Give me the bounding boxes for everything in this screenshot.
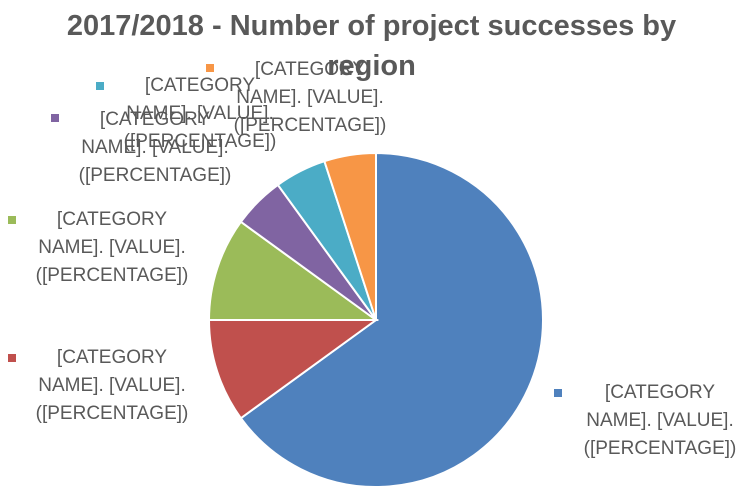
label-marker <box>554 389 562 397</box>
label-marker <box>96 82 104 90</box>
label-marker <box>8 354 16 362</box>
data-label-line: [CATEGORY <box>100 109 210 130</box>
data-label-line: NAME]. [VALUE]. <box>38 375 185 396</box>
data-label: [CATEGORY NAME]. [VALUE]. ([PERCENTAGE]) <box>124 75 277 152</box>
data-label-line: [CATEGORY <box>255 59 365 80</box>
data-label-line: [CATEGORY <box>605 382 715 403</box>
pie-slice <box>207 319 380 420</box>
pie-slice <box>207 220 380 321</box>
data-label-line: [CATEGORY <box>57 209 167 230</box>
data-label: [CATEGORY NAME]. [VALUE]. ([PERCENTAGE]) <box>234 59 387 136</box>
data-label-line: NAME]. [VALUE]. <box>81 137 228 158</box>
data-label: [CATEGORY NAME]. [VALUE]. ([PERCENTAGE]) <box>79 109 232 186</box>
data-label-line: ([PERCENTAGE]) <box>234 115 387 136</box>
label-marker <box>51 114 59 122</box>
pie-slice <box>323 151 377 321</box>
data-label-line: NAME]. [VALUE]. <box>38 237 185 258</box>
data-label-line: ([PERCENTAGE]) <box>36 403 189 424</box>
data-label-line: ([PERCENTAGE]) <box>584 438 737 459</box>
data-label-line: [CATEGORY <box>145 75 255 96</box>
pie-slice <box>239 151 544 487</box>
data-label-line: [CATEGORY <box>57 347 167 368</box>
data-label-line: ([PERCENTAGE]) <box>36 265 189 286</box>
data-label-line: NAME]. [VALUE]. <box>126 103 273 124</box>
label-marker <box>8 216 16 224</box>
data-label: [CATEGORY NAME]. [VALUE]. ([PERCENTAGE]) <box>36 347 189 424</box>
label-marker <box>206 64 214 72</box>
data-label-line: ([PERCENTAGE]) <box>79 165 232 186</box>
data-label: [CATEGORY NAME]. [VALUE]. ([PERCENTAGE]) <box>36 209 189 286</box>
data-label-line: ([PERCENTAGE]) <box>124 131 277 152</box>
chart-title: 2017/2018 - Number of project successes … <box>66 10 677 82</box>
data-label-line: NAME]. [VALUE]. <box>236 87 383 108</box>
data-label: [CATEGORY NAME]. [VALUE]. ([PERCENTAGE]) <box>584 382 737 459</box>
data-label-line: NAME]. [VALUE]. <box>586 410 733 431</box>
